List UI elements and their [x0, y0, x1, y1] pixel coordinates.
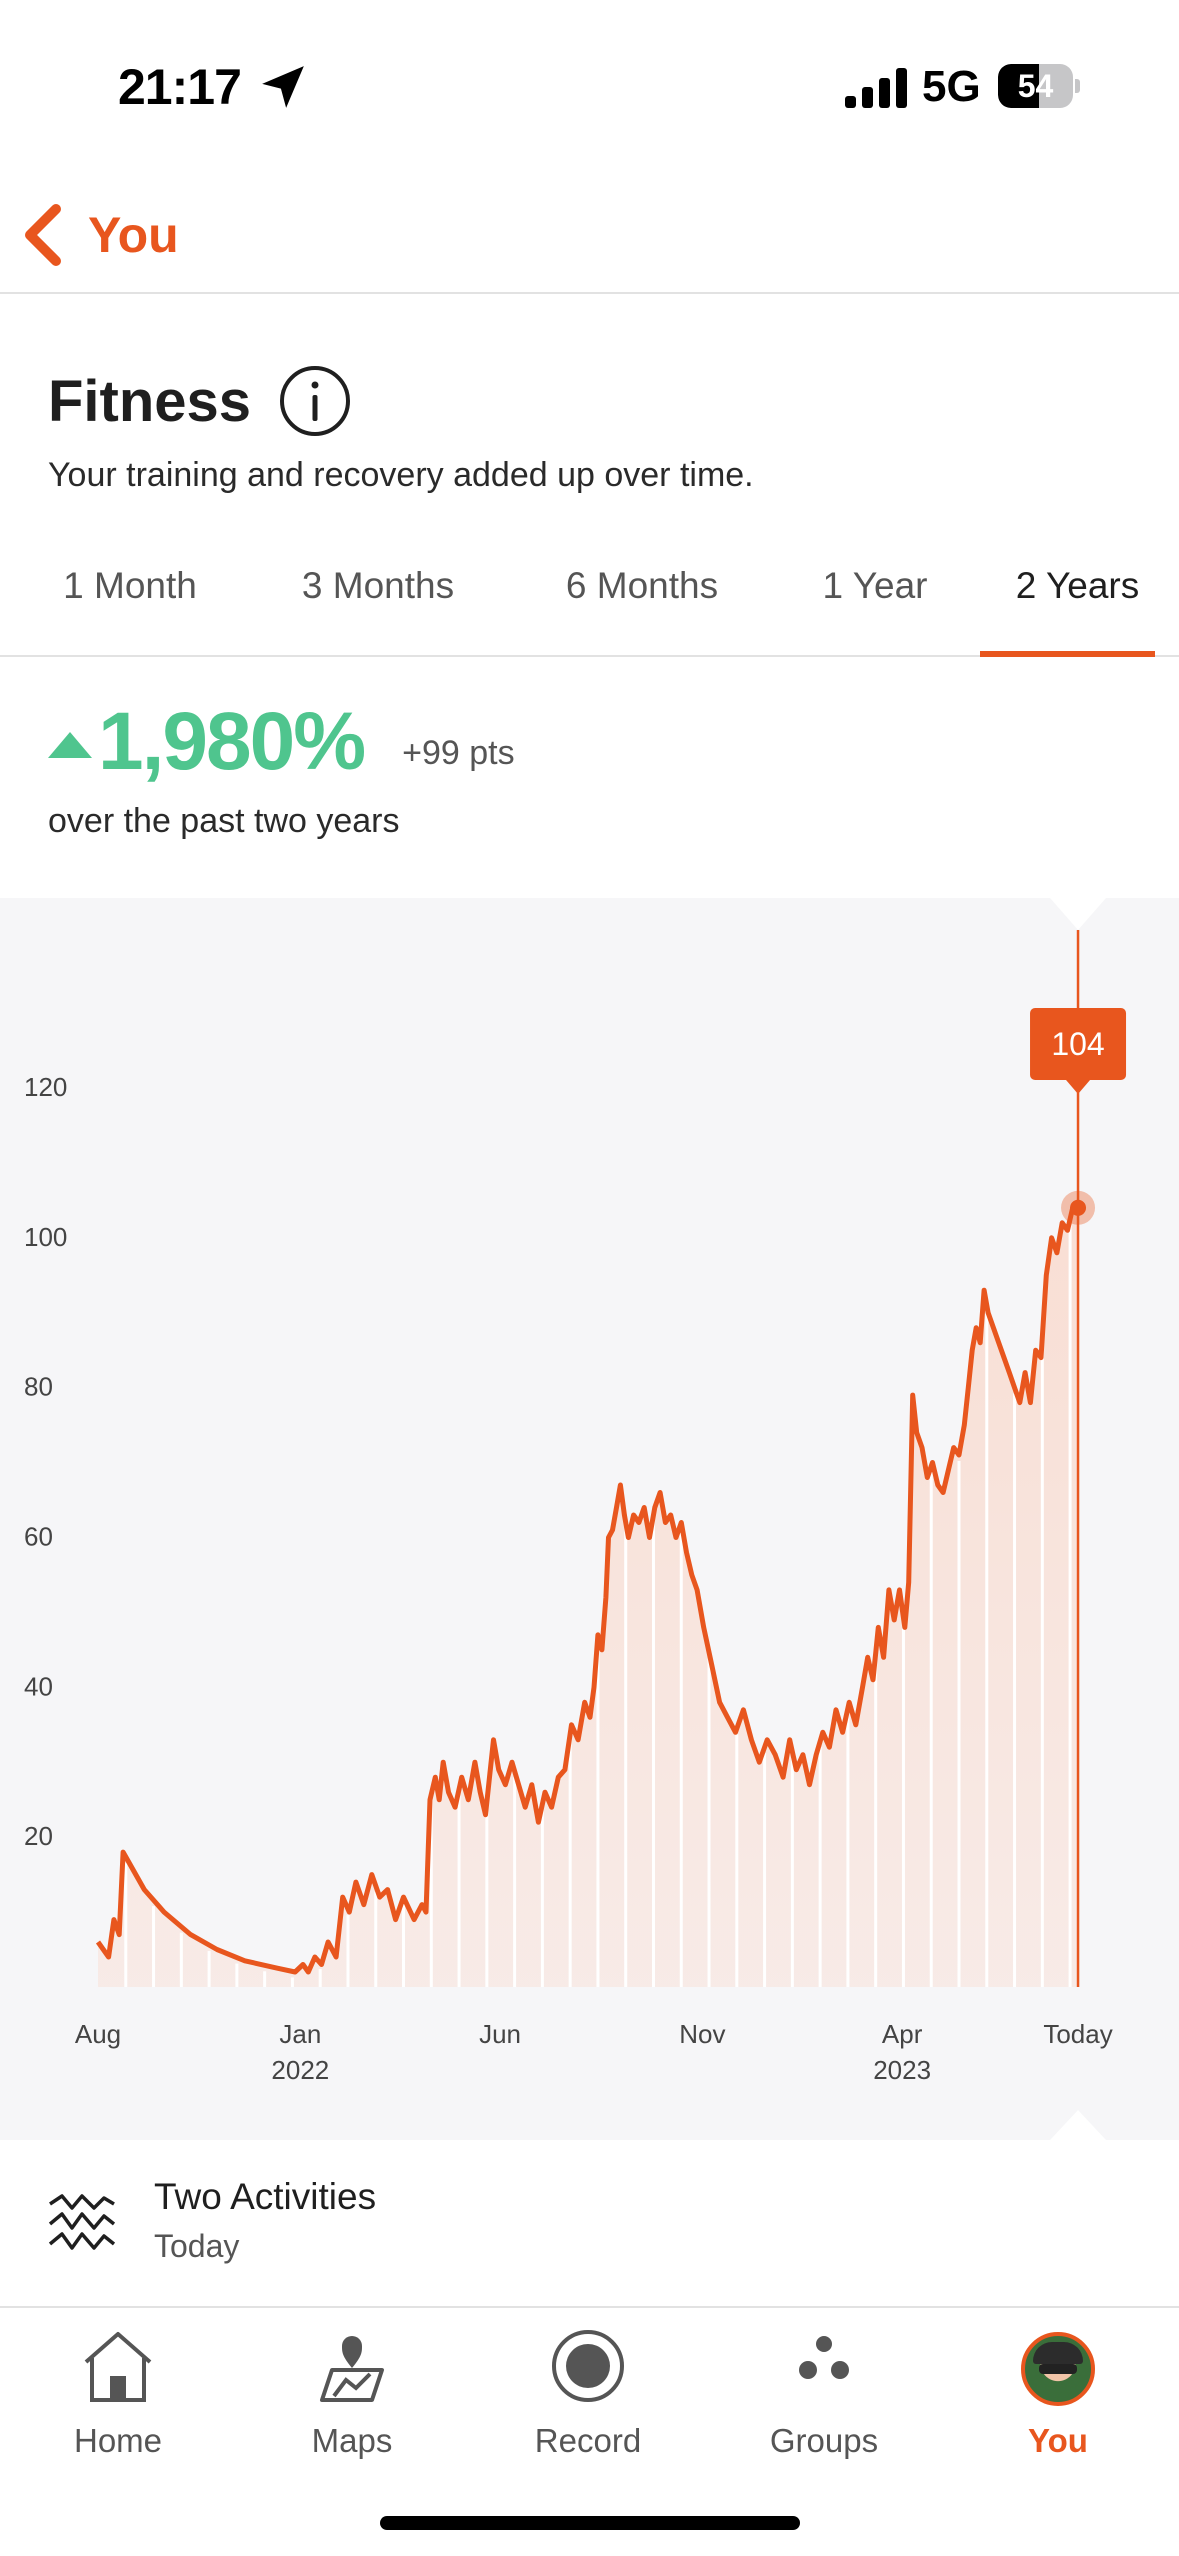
x-tick-year-label: 2022 — [271, 2055, 329, 2085]
y-tick-label: 120 — [24, 1072, 67, 1102]
back-button[interactable]: You — [20, 190, 179, 280]
info-icon[interactable] — [279, 365, 351, 437]
signal-bars-icon — [845, 68, 907, 108]
chart-area-fill — [98, 1207, 1078, 1987]
tab-home[interactable]: Home — [18, 2326, 218, 2496]
series-line — [95, 1205, 1078, 1975]
home-icon — [84, 2332, 152, 2402]
tab-home-label: Home — [73, 2422, 163, 2459]
y-tick-label: 80 — [24, 1372, 53, 1402]
selection-callout-pointer — [1066, 1080, 1091, 1094]
x-tick-year-label: 2023 — [873, 2055, 931, 2085]
x-tick-label: Today — [1043, 2019, 1112, 2049]
page-subtitle: Your training and recovery added up over… — [48, 456, 754, 494]
network-type: 5G — [922, 62, 981, 111]
selection-notch-bottom — [1050, 2110, 1107, 2140]
battery-fill — [998, 64, 1039, 108]
tab-6-months[interactable]: 6 Months — [565, 565, 719, 606]
tab-2-years[interactable]: 2 Years — [1015, 565, 1140, 606]
x-tick-label: Aug — [75, 2019, 121, 2049]
x-tick-label: Apr — [882, 2019, 923, 2049]
tab-groups[interactable]: Groups — [724, 2326, 924, 2496]
change-points: +99 pts — [402, 733, 515, 772]
back-label: You — [88, 207, 179, 263]
avatar — [1021, 2332, 1095, 2406]
x-tick-label: Jun — [479, 2019, 521, 2049]
groups-icon — [799, 2336, 849, 2379]
location-arrow-icon — [262, 66, 304, 108]
chevron-left-icon — [25, 204, 61, 266]
activity-date: Today — [154, 2228, 240, 2264]
tab-groups-label: Groups — [769, 2422, 879, 2459]
bottom-tab-bar: Home Maps Record Groups You — [0, 2310, 1179, 2556]
y-tick-label: 60 — [24, 1521, 53, 1551]
fitness-chart[interactable]: 20 40 60 80 100 120 Aug Jan 2022 Jun Nov Apr 2023 Tod… — [0, 898, 1179, 2140]
record-icon — [552, 2330, 624, 2402]
y-tick-label: 20 — [24, 1821, 53, 1851]
selection-notch-top — [1050, 898, 1107, 930]
y-tick-label: 40 — [24, 1671, 53, 1701]
status-time: 21:17 — [118, 59, 242, 115]
tab-record[interactable]: Record — [488, 2326, 688, 2496]
nav-bar: You — [0, 180, 1179, 294]
change-percent: 1,980% — [98, 696, 366, 787]
title-row: Fitness — [48, 365, 351, 437]
activity-row[interactable]: Two Activities Today — [0, 2140, 1179, 2308]
tab-you[interactable]: You — [958, 2326, 1158, 2496]
fitness-chart-svg: 20 40 60 80 100 120 Aug Jan 2022 Jun Nov Apr 2023 Tod… — [24, 898, 1127, 2140]
change-description: over the past two years — [48, 802, 400, 840]
fitness-change: 1,980% +99 pts — [48, 695, 515, 789]
selection-value-label: 104 — [1051, 1026, 1104, 1062]
selection-callout — [1030, 1008, 1127, 1080]
activity-title: Two Activities — [154, 2176, 377, 2217]
home-indicator — [380, 2516, 800, 2530]
tab-you-label: You — [1028, 2422, 1088, 2459]
maps-icon — [320, 2336, 384, 2402]
tab-1-month[interactable]: 1 Month — [63, 565, 197, 606]
battery-icon: 54 — [998, 64, 1080, 108]
x-tick-label: Jan — [279, 2019, 321, 2049]
trend-up-icon — [48, 732, 92, 758]
tab-3-months[interactable]: 3 Months — [301, 565, 455, 606]
tab-1-year[interactable]: 1 Year — [822, 565, 928, 606]
status-bar: 21:17 5G 54 — [0, 0, 1179, 175]
range-tabs: 1 Month 3 Months 6 Months 1 Year 2 Years — [0, 545, 1179, 657]
selection-point — [1070, 1199, 1087, 1216]
page-title: Fitness — [48, 368, 252, 434]
tab-maps-label: Maps — [311, 2422, 393, 2459]
battery-level: 54 — [1017, 68, 1054, 104]
y-tick-label: 100 — [24, 1222, 67, 1252]
x-tick-label: Nov — [679, 2019, 725, 2049]
active-tab-indicator — [980, 651, 1155, 657]
activity-wave-icon — [48, 2194, 116, 2250]
tab-maps[interactable]: Maps — [252, 2326, 452, 2496]
tab-record-label: Record — [534, 2422, 642, 2459]
